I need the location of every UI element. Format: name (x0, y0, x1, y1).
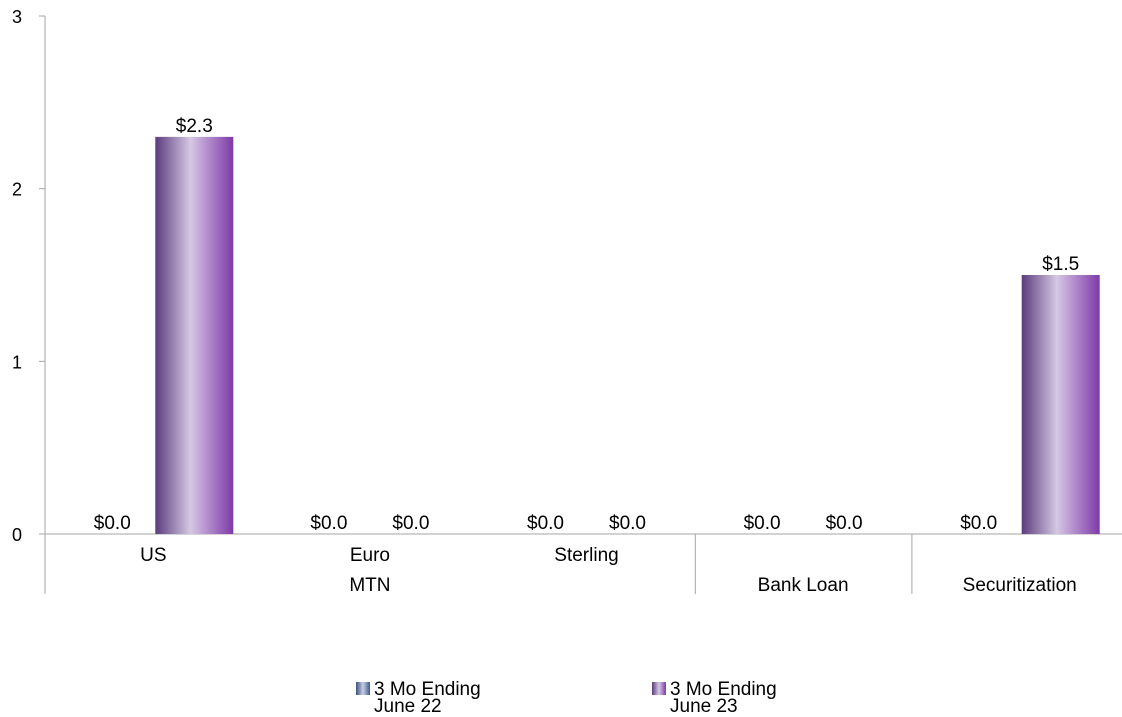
y-tick-label: 2 (12, 180, 22, 200)
y-tick-label: 3 (12, 7, 22, 27)
legend-item-s1: 3 Mo Ending June 22 (356, 679, 481, 717)
data-label: $0.0 (310, 513, 347, 534)
data-label: $2.3 (176, 116, 213, 137)
data-label: $1.5 (1042, 254, 1079, 275)
x-category-label: Euro (350, 545, 390, 566)
legend-swatch-s1 (356, 682, 370, 695)
data-labels: $0.0 $0.0 $0.0 $0.0 $0.0 $2.3 $0.0 $0.0 $0.0 $1.5 (94, 116, 1079, 534)
bar-chart: 0 1 2 3 US Euro Sterling MTN Bank Loan Securitiza… (12, 7, 1122, 596)
legend-swatch-s2 (652, 682, 666, 695)
data-label: $0.0 (960, 513, 997, 534)
bar (155, 136, 234, 534)
y-tick-label: 1 (12, 352, 22, 372)
legend-item-s2: 3 Mo Ending June 23 (652, 679, 777, 717)
legend-label-s1: 3 Mo Ending June 22 (374, 679, 481, 717)
legend-label-s2: 3 Mo Ending June 23 (670, 679, 777, 717)
x-category-label: Sterling (554, 545, 618, 566)
bar (1021, 275, 1100, 534)
data-label: $0.0 (392, 513, 429, 534)
x-group-label: Securitization (963, 575, 1077, 596)
y-tick-label: 0 (12, 525, 22, 545)
data-label: $0.0 (527, 513, 564, 534)
x-group-label: MTN (349, 575, 390, 596)
data-label: $0.0 (94, 513, 131, 534)
data-label: $0.0 (744, 513, 781, 534)
x-group-label: Bank Loan (758, 575, 849, 596)
x-category-label: US (140, 545, 166, 566)
data-label: $0.0 (826, 513, 863, 534)
axes: 0 1 2 3 US Euro Sterling MTN Bank Loan Securitiza… (12, 7, 1122, 596)
bars (155, 136, 1100, 534)
data-label: $0.0 (609, 513, 646, 534)
